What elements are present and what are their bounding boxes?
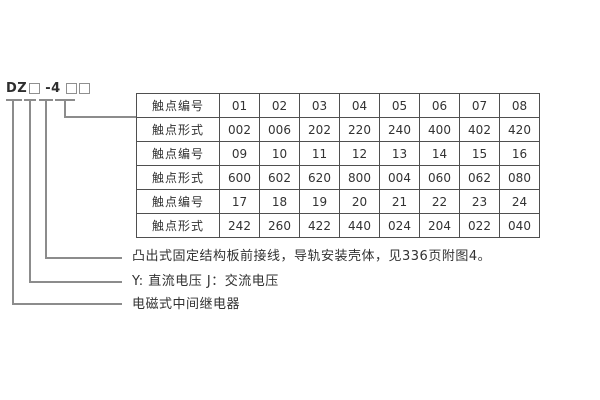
code-placeholder-box-icon bbox=[29, 82, 41, 94]
table-cell: 600 bbox=[219, 165, 260, 190]
connector-vline-voltage bbox=[29, 99, 31, 283]
table-cell: 11 bbox=[299, 141, 340, 166]
table-cell: 062 bbox=[459, 165, 500, 190]
table-cell: 002 bbox=[219, 117, 260, 142]
table-cell: 12 bbox=[339, 141, 380, 166]
table-cell: 21 bbox=[379, 189, 420, 214]
table-cell: 440 bbox=[339, 213, 380, 238]
row-label: 触点形式 bbox=[136, 165, 220, 190]
table-cell: 006 bbox=[259, 117, 300, 142]
row-label: 触点编号 bbox=[136, 93, 220, 118]
table-cell: 09 bbox=[219, 141, 260, 166]
table-cell: 08 bbox=[499, 93, 540, 118]
table-cell: 23 bbox=[459, 189, 500, 214]
table-cell: 15 bbox=[459, 141, 500, 166]
table-cell: 03 bbox=[299, 93, 340, 118]
table-row: 触点编号 17 18 19 20 21 22 23 24 bbox=[136, 189, 540, 214]
table-cell: 13 bbox=[379, 141, 420, 166]
table-cell: 022 bbox=[459, 213, 500, 238]
table-row: 触点形式 002 006 202 220 240 400 402 420 bbox=[136, 117, 540, 142]
table-cell: 04 bbox=[339, 93, 380, 118]
table-cell: 01 bbox=[219, 93, 260, 118]
table-cell: 17 bbox=[219, 189, 260, 214]
table-cell: 220 bbox=[339, 117, 380, 142]
table-cell: 10 bbox=[259, 141, 300, 166]
table-cell: 202 bbox=[299, 117, 340, 142]
code-placeholder-box-icon bbox=[78, 82, 90, 94]
table-cell: 400 bbox=[419, 117, 460, 142]
table-cell: 420 bbox=[499, 117, 540, 142]
model-code-middle: -4 bbox=[45, 80, 61, 96]
annotation-mounting: 凸出式固定结构板前接线，导轨安装壳体，见336页附图4。 bbox=[132, 249, 492, 264]
table-row: 触点形式 600 602 620 800 004 060 062 080 bbox=[136, 165, 540, 190]
table-row: 触点编号 09 10 11 12 13 14 15 16 bbox=[136, 141, 540, 166]
table-cell: 204 bbox=[419, 213, 460, 238]
table-cell: 620 bbox=[299, 165, 340, 190]
model-code: DZ -4 bbox=[6, 80, 91, 96]
table-cell: 19 bbox=[299, 189, 340, 214]
code-placeholder-box-icon bbox=[65, 82, 77, 94]
table-cell: 402 bbox=[459, 117, 500, 142]
contact-table: 触点编号 01 02 03 04 05 06 07 08 触点形式 002 006 202 220 240 4… bbox=[136, 93, 540, 238]
connector-hline-voltage bbox=[29, 281, 122, 283]
table-cell: 24 bbox=[499, 189, 540, 214]
connector-hline-device bbox=[12, 303, 122, 305]
annotation-device: 电磁式中间继电器 bbox=[132, 297, 241, 312]
model-code-prefix: DZ bbox=[6, 80, 28, 96]
connector-vline-device bbox=[12, 99, 14, 305]
table-cell: 240 bbox=[379, 117, 420, 142]
contact-table-body: 触点编号 01 02 03 04 05 06 07 08 触点形式 002 006 202 220 240 4… bbox=[136, 93, 540, 238]
connector-hline-contacts bbox=[64, 116, 136, 118]
table-cell: 22 bbox=[419, 189, 460, 214]
table-cell: 16 bbox=[499, 141, 540, 166]
table-cell: 07 bbox=[459, 93, 500, 118]
table-cell: 004 bbox=[379, 165, 420, 190]
underline-tick-prefix bbox=[6, 99, 22, 101]
table-cell: 242 bbox=[219, 213, 260, 238]
table-cell: 024 bbox=[379, 213, 420, 238]
table-cell: 20 bbox=[339, 189, 380, 214]
table-row: 触点编号 01 02 03 04 05 06 07 08 bbox=[136, 93, 540, 118]
row-label: 触点形式 bbox=[136, 117, 220, 142]
row-label: 触点形式 bbox=[136, 213, 220, 238]
table-cell: 14 bbox=[419, 141, 460, 166]
row-label: 触点编号 bbox=[136, 141, 220, 166]
table-cell: 060 bbox=[419, 165, 460, 190]
table-row: 触点形式 242 260 422 440 024 204 022 040 bbox=[136, 213, 540, 238]
table-cell: 18 bbox=[259, 189, 300, 214]
table-cell: 422 bbox=[299, 213, 340, 238]
table-cell: 602 bbox=[259, 165, 300, 190]
contact-table-wrap: 触点编号 01 02 03 04 05 06 07 08 触点形式 002 006 202 220 240 4… bbox=[136, 93, 540, 238]
table-cell: 05 bbox=[379, 93, 420, 118]
table-cell: 260 bbox=[259, 213, 300, 238]
connector-hline-mounting bbox=[45, 257, 122, 259]
table-cell: 080 bbox=[499, 165, 540, 190]
row-label: 触点编号 bbox=[136, 189, 220, 214]
connector-vline-contacts bbox=[64, 99, 66, 118]
table-cell: 02 bbox=[259, 93, 300, 118]
table-cell: 040 bbox=[499, 213, 540, 238]
connector-vline-mounting bbox=[45, 99, 47, 259]
table-cell: 06 bbox=[419, 93, 460, 118]
annotation-voltage: Y: 直流电压 J：交流电压 bbox=[132, 274, 279, 289]
table-cell: 800 bbox=[339, 165, 380, 190]
